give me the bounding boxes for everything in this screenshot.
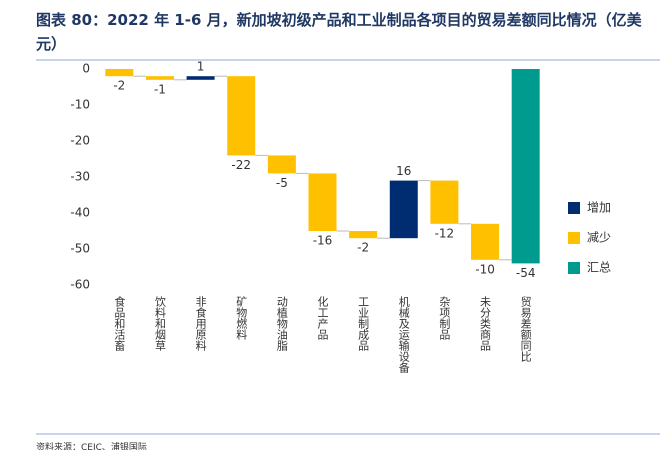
x-tick-label: 机械及运输设备 [397, 295, 410, 374]
x-tick-label: 饮料和烟草 [153, 296, 166, 351]
x-tick-label: 食品和活畜 [113, 295, 126, 352]
bar [349, 231, 378, 239]
x-tick-label: 非食用原料 [194, 296, 207, 352]
bar [267, 155, 296, 174]
chart-title: 图表 80：2022 年 1-6 月，新加坡初级产品和工业制品各项目的贸易差额同… [36, 11, 642, 53]
value-label: -2 [113, 79, 125, 93]
value-label: -5 [276, 176, 288, 190]
source: 资料来源：CEIC、浦银国际 [36, 443, 147, 450]
bar [471, 223, 500, 260]
y-tick-label: -50 [70, 242, 90, 256]
x-tick-label: 杂项制品 [438, 296, 451, 340]
y-tick-label: -40 [70, 206, 90, 220]
y-tick-label: -20 [70, 134, 90, 148]
legend-label: 汇总 [587, 261, 611, 275]
bar [186, 76, 215, 80]
x-tick-label: 化工产品 [316, 295, 329, 340]
value-label: -10 [475, 262, 495, 276]
legend-label: 增加 [587, 201, 611, 215]
bar [511, 69, 540, 264]
x-tick-label: 工业制成品 [357, 296, 370, 351]
x-tick-label: 贸易差额同比 [519, 296, 532, 362]
bar [308, 173, 337, 231]
x-tick-label: 未分类商品 [479, 296, 492, 351]
value-label: 1 [197, 60, 205, 74]
value-label: -16 [313, 234, 333, 248]
legend-swatch [568, 262, 580, 274]
value-label: -2 [357, 241, 369, 255]
y-tick-label: -30 [70, 170, 90, 184]
bar [389, 180, 418, 239]
bar [145, 76, 174, 80]
value-label: -12 [435, 226, 455, 240]
bar [430, 180, 459, 224]
legend-label: 减少 [587, 231, 611, 245]
value-label: -54 [516, 266, 536, 280]
value-label: -1 [154, 82, 166, 96]
y-tick-label: 0 [82, 62, 90, 76]
y-tick-label: -10 [70, 98, 90, 112]
bar [105, 69, 134, 77]
legend-swatch [568, 232, 580, 244]
y-tick-label: -60 [70, 278, 90, 292]
value-label: -22 [231, 158, 251, 172]
x-tick-label: 矿物燃料 [235, 296, 248, 341]
legend-swatch [568, 202, 580, 214]
x-tick-label: 动植物油脂 [275, 296, 288, 352]
value-label: 16 [396, 164, 411, 178]
bar [227, 76, 256, 156]
